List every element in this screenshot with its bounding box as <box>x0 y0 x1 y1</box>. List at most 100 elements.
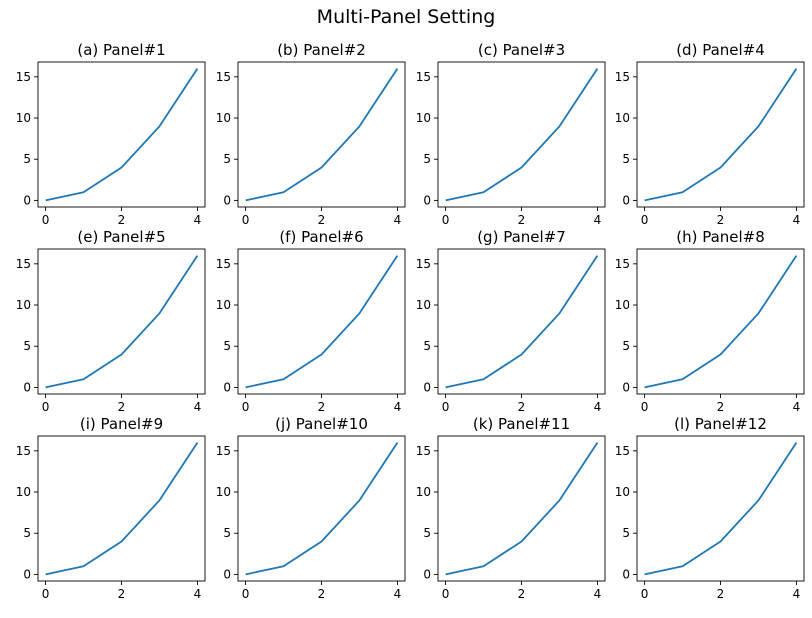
x-tick-label: 2 <box>518 587 526 601</box>
axes-frame <box>437 248 606 395</box>
x-tick-label: 0 <box>42 400 50 414</box>
panel-title: (g) Panel#7 <box>477 228 566 246</box>
x-tick-label: 4 <box>394 213 402 227</box>
panel-8: (h) Panel#8 0 2 4 0 5 10 15 <box>615 228 805 414</box>
axes-frame <box>237 61 406 208</box>
panel-9: (i) Panel#9 0 2 4 0 5 10 15 <box>16 415 206 601</box>
x-tick-label: 2 <box>717 213 725 227</box>
series-line <box>245 442 399 576</box>
x-tick-label: 2 <box>318 213 326 227</box>
y-tick-label: 0 <box>223 567 231 581</box>
y-tick-label: 15 <box>416 444 431 458</box>
y-tick-label: 0 <box>23 567 31 581</box>
y-tick-label: 5 <box>223 339 231 353</box>
x-tick-label: 0 <box>442 400 450 414</box>
y-tick-label: 5 <box>223 152 231 166</box>
panel-title: (l) Panel#12 <box>674 415 767 433</box>
y-tick-label: 15 <box>216 257 231 271</box>
y-tick-label: 10 <box>615 111 630 125</box>
panel-title: (c) Panel#3 <box>478 41 565 59</box>
panel-10: (j) Panel#10 0 2 4 0 5 10 15 <box>216 415 406 601</box>
panel-12: (l) Panel#12 0 2 4 0 5 10 15 <box>615 415 805 601</box>
y-tick-label: 15 <box>615 70 630 84</box>
y-tick-label: 0 <box>23 380 31 394</box>
panel-title: (e) Panel#5 <box>77 228 165 246</box>
y-tick-label: 0 <box>423 380 431 394</box>
axes-frame <box>237 435 406 582</box>
x-tick-label: 0 <box>242 587 250 601</box>
y-tick-label: 15 <box>16 444 31 458</box>
x-tick-label: 4 <box>194 587 202 601</box>
x-tick-label: 0 <box>442 213 450 227</box>
y-tick-label: 10 <box>416 485 431 499</box>
series-line <box>45 442 199 576</box>
series-line <box>445 255 599 389</box>
y-tick-label: 10 <box>416 111 431 125</box>
axes-frame <box>636 435 805 582</box>
y-tick-label: 0 <box>622 380 630 394</box>
y-tick-label: 15 <box>216 444 231 458</box>
y-tick-label: 0 <box>423 567 431 581</box>
x-tick-label: 4 <box>394 587 402 601</box>
axes-frame <box>237 248 406 395</box>
y-tick-label: 15 <box>216 70 231 84</box>
x-tick-label: 0 <box>242 400 250 414</box>
axes-frame <box>437 61 606 208</box>
x-tick-label: 0 <box>42 587 50 601</box>
y-tick-label: 0 <box>622 193 630 207</box>
x-tick-label: 4 <box>594 400 602 414</box>
x-tick-label: 4 <box>394 400 402 414</box>
y-tick-label: 10 <box>16 485 31 499</box>
panel-title: (k) Panel#11 <box>473 415 570 433</box>
panel-11: (k) Panel#11 0 2 4 0 5 10 15 <box>416 415 606 601</box>
y-tick-label: 15 <box>16 257 31 271</box>
axes-frame <box>636 61 805 208</box>
panel-3: (c) Panel#3 0 2 4 0 5 10 15 <box>416 41 606 227</box>
axes-frame <box>37 61 206 208</box>
x-tick-label: 2 <box>717 400 725 414</box>
x-tick-label: 4 <box>793 213 801 227</box>
x-tick-label: 4 <box>793 400 801 414</box>
x-tick-label: 0 <box>42 213 50 227</box>
series-line <box>445 68 599 202</box>
y-tick-label: 10 <box>216 485 231 499</box>
x-tick-label: 2 <box>518 400 526 414</box>
x-tick-label: 0 <box>641 587 649 601</box>
series-line <box>245 255 399 389</box>
x-tick-label: 0 <box>442 587 450 601</box>
panel-title: (a) Panel#1 <box>77 41 165 59</box>
series-line <box>644 68 798 202</box>
series-line <box>45 68 199 202</box>
y-tick-label: 5 <box>622 526 630 540</box>
series-line <box>644 442 798 576</box>
x-tick-label: 4 <box>594 587 602 601</box>
y-tick-label: 5 <box>23 339 31 353</box>
panel-6: (f) Panel#6 0 2 4 0 5 10 15 <box>216 228 406 414</box>
panel-title: (f) Panel#6 <box>279 228 363 246</box>
series-line <box>245 68 399 202</box>
panel-title: (b) Panel#2 <box>277 41 366 59</box>
y-tick-label: 10 <box>615 485 630 499</box>
y-tick-label: 10 <box>16 298 31 312</box>
x-tick-label: 4 <box>194 400 202 414</box>
panel-title: (j) Panel#10 <box>275 415 368 433</box>
x-tick-label: 2 <box>717 587 725 601</box>
y-tick-label: 15 <box>615 444 630 458</box>
y-tick-label: 10 <box>216 298 231 312</box>
x-tick-label: 2 <box>118 213 126 227</box>
x-tick-label: 2 <box>118 587 126 601</box>
y-tick-label: 5 <box>423 152 431 166</box>
series-line <box>445 442 599 576</box>
y-tick-label: 0 <box>23 193 31 207</box>
figure-title: Multi-Panel Setting <box>316 6 496 28</box>
y-tick-label: 10 <box>16 111 31 125</box>
panel-title: (i) Panel#9 <box>80 415 163 433</box>
y-tick-label: 15 <box>416 257 431 271</box>
y-tick-label: 5 <box>223 526 231 540</box>
axes-frame <box>636 248 805 395</box>
y-tick-label: 15 <box>16 70 31 84</box>
panel-5: (e) Panel#5 0 2 4 0 5 10 15 <box>16 228 206 414</box>
x-tick-label: 0 <box>242 213 250 227</box>
y-tick-label: 5 <box>23 152 31 166</box>
